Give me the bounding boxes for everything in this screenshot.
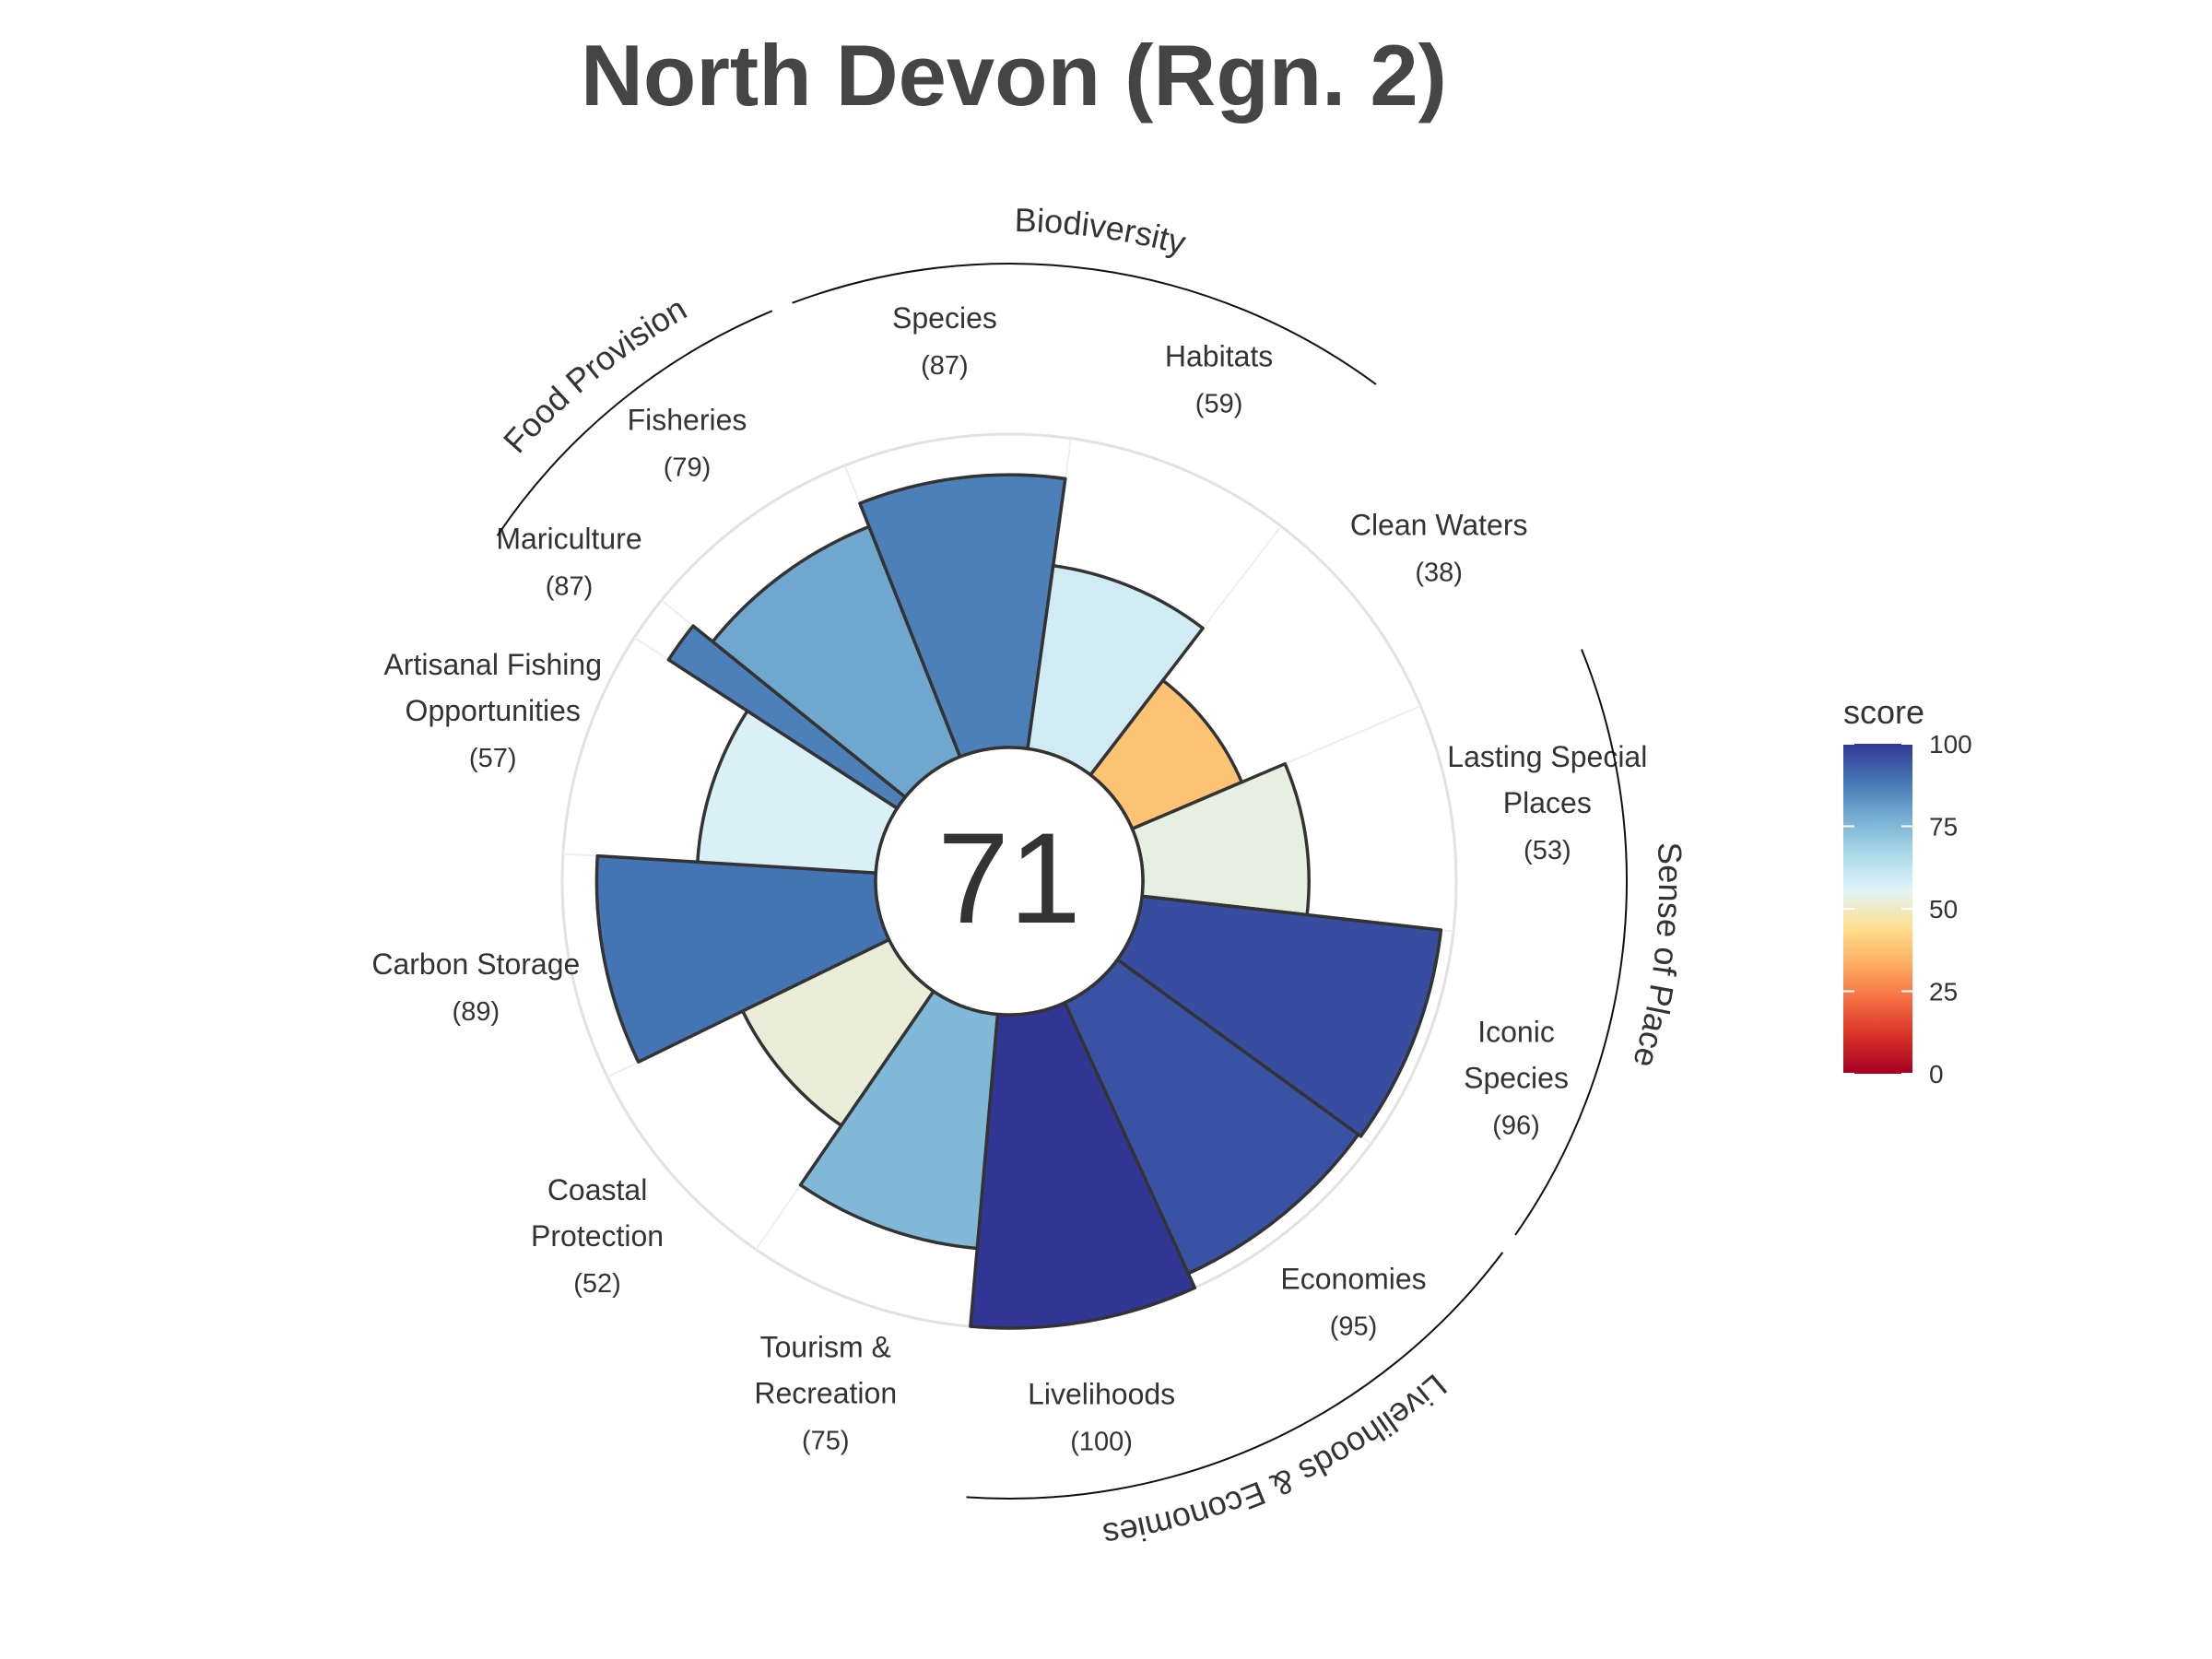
goal-label: Opportunities [406, 694, 581, 727]
goal-label: Habitats [1165, 340, 1273, 373]
goal-label: Recreation [754, 1376, 897, 1409]
goal-label: Clean Waters [1350, 508, 1528, 541]
goal-score-label: (59) [1195, 390, 1243, 419]
goal-label: Species [1464, 1061, 1569, 1094]
goal-score-label: (38) [1415, 558, 1463, 587]
goal-score-label: (96) [1492, 1111, 1540, 1140]
group-arc-sense-of-place [1514, 649, 1629, 1236]
center-circle [874, 746, 1145, 1017]
group-label-text: Sense of Place [1626, 841, 1689, 1072]
goal-score-label: (75) [802, 1426, 850, 1455]
legend-tick-label: 75 [1929, 813, 1958, 841]
goal-score-label: (87) [921, 351, 969, 381]
legend-tick-label: 100 [1929, 730, 1972, 759]
goal-label: Protection [531, 1219, 664, 1253]
legend-title: score [1843, 693, 1924, 731]
group-arc-food-provision [496, 310, 773, 536]
legend-colorbar [1843, 744, 1912, 1074]
goal-score-label: (95) [1330, 1312, 1378, 1342]
goal-label: Lasting Special [1447, 740, 1647, 773]
goal-label: Mariculture [496, 522, 641, 555]
goal-label: Iconic [1477, 1015, 1555, 1048]
group-arc-livelihoods-economies [966, 1252, 1504, 1500]
group-arc-biodiversity [792, 263, 1377, 385]
goal-label: Species [892, 301, 997, 335]
goal-label: Tourism & [760, 1330, 891, 1363]
goal-score-label: (52) [573, 1269, 621, 1299]
goal-label: Artisanal Fishing [383, 648, 602, 681]
goal-score-label: (89) [453, 997, 500, 1027]
chart-title: North Devon (Rgn. 2) [581, 27, 1447, 124]
legend-tick-label: 25 [1929, 978, 1958, 1006]
legend-tick-label: 0 [1929, 1060, 1944, 1088]
goal-score-label: (87) [546, 571, 594, 601]
group-label-sense-of-place: Sense of Place [1626, 841, 1689, 1072]
goal-label: Places [1503, 786, 1592, 819]
goal-label: Coastal [547, 1173, 648, 1206]
group-label-text: Biodiversity [1014, 201, 1189, 262]
goal-score-label: (57) [469, 744, 517, 773]
goal-label: Carbon Storage [371, 947, 580, 981]
goal-score-label: (100) [1070, 1427, 1133, 1456]
legend-tick-label: 50 [1929, 895, 1958, 924]
goal-score-label: (53) [1524, 836, 1571, 865]
group-label-biodiversity: Biodiversity [1014, 201, 1189, 262]
goal-score-label: (79) [664, 453, 712, 483]
goal-label: Economies [1280, 1263, 1426, 1296]
goal-label: Livelihoods [1028, 1377, 1175, 1410]
overall-score: 71 [937, 806, 1081, 950]
goal-label: Fisheries [628, 404, 747, 437]
